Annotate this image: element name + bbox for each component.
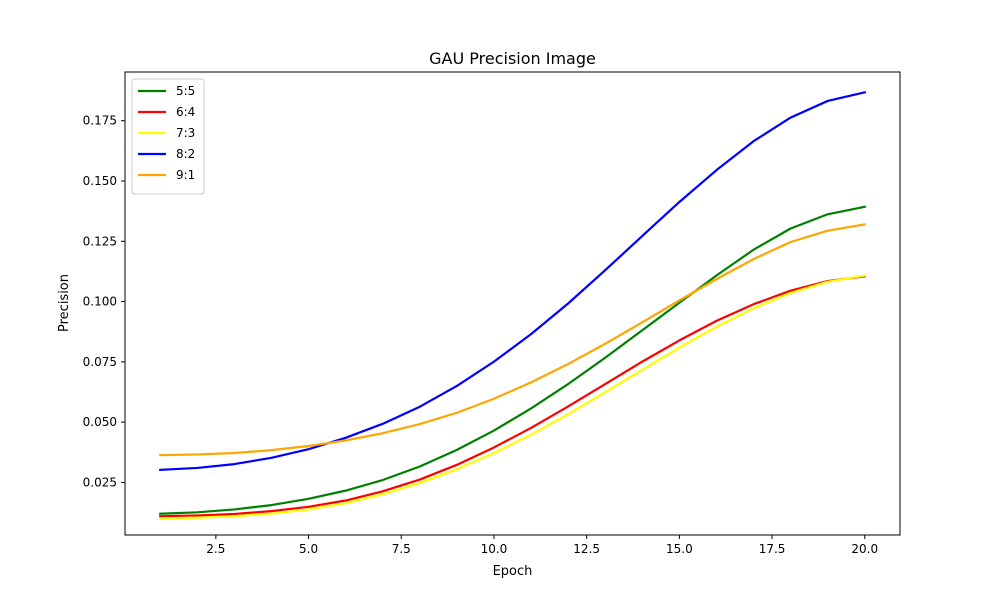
series-line-5-5 bbox=[159, 205, 867, 515]
x-tick-label: 17.5 bbox=[759, 542, 786, 556]
y-axis-label: Precision bbox=[57, 274, 72, 332]
y-tick-label: 0.150 bbox=[83, 174, 117, 188]
x-tick-label: 12.5 bbox=[573, 542, 600, 556]
legend-label: 9:1 bbox=[176, 168, 195, 182]
y-tick-label: 0.125 bbox=[83, 234, 117, 248]
legend-label: 5:5 bbox=[176, 84, 195, 98]
legend-box bbox=[131, 78, 205, 195]
x-axis-label: Epoch bbox=[493, 564, 533, 579]
x-tick-label: 20.0 bbox=[851, 542, 878, 556]
x-tick-label: 15.0 bbox=[666, 542, 693, 556]
y-tick-label: 0.025 bbox=[83, 475, 117, 489]
x-tick-label: 5.0 bbox=[299, 542, 318, 556]
legend: 5:5 6:4 7:3 8:2 9:1 bbox=[131, 78, 205, 195]
series-line-6-4 bbox=[159, 275, 867, 518]
plot-area: 2.5 5.0 7.5 10.0 12.5 15.0 17.5 20.0 0.025 0.050 0… bbox=[83, 71, 901, 556]
y-tick-label: 0.100 bbox=[83, 295, 117, 309]
x-tick-label: 2.5 bbox=[206, 542, 225, 556]
y-tick-label: 0.175 bbox=[83, 114, 117, 128]
x-tick-label: 7.5 bbox=[392, 542, 411, 556]
y-tick-label: 0.075 bbox=[83, 355, 117, 369]
chart-title: GAU Precision Image bbox=[429, 49, 596, 68]
plot-frame bbox=[124, 71, 901, 536]
series-line-7-3 bbox=[159, 274, 867, 520]
series-line-9-1 bbox=[159, 223, 867, 457]
x-tick-label: 10.0 bbox=[481, 542, 508, 556]
legend-label: 6:4 bbox=[176, 105, 195, 119]
legend-label: 7:3 bbox=[176, 126, 195, 140]
y-tick-label: 0.050 bbox=[83, 415, 117, 429]
legend-label: 8:2 bbox=[176, 147, 195, 161]
series-line-8-2 bbox=[159, 90, 867, 472]
